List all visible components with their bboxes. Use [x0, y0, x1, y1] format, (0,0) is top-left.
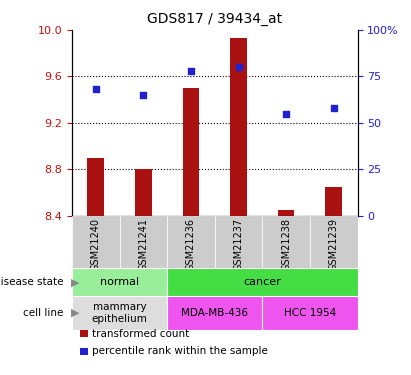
Bar	[182, 88, 199, 216]
FancyBboxPatch shape	[262, 296, 358, 330]
Text: cell line: cell line	[23, 308, 64, 318]
Text: mammary
epithelium: mammary epithelium	[92, 302, 148, 324]
Text: GSM21240: GSM21240	[91, 218, 101, 271]
FancyBboxPatch shape	[120, 216, 167, 268]
Text: GSM21236: GSM21236	[186, 218, 196, 271]
Bar	[135, 169, 152, 216]
Bar	[326, 187, 342, 216]
Bar	[230, 38, 247, 216]
Text: disease state: disease state	[0, 277, 64, 287]
Bar	[88, 158, 104, 216]
Point	[188, 68, 194, 74]
Text: transformed count: transformed count	[92, 329, 189, 339]
Point	[92, 86, 99, 92]
FancyBboxPatch shape	[167, 268, 358, 296]
FancyBboxPatch shape	[215, 216, 262, 268]
Point	[283, 111, 289, 117]
FancyBboxPatch shape	[72, 216, 120, 268]
Point	[330, 105, 337, 111]
FancyBboxPatch shape	[167, 216, 215, 268]
Text: GSM21241: GSM21241	[139, 218, 148, 271]
Text: normal: normal	[100, 277, 139, 287]
FancyBboxPatch shape	[72, 296, 167, 330]
Text: GSM21237: GSM21237	[233, 218, 244, 272]
FancyBboxPatch shape	[72, 268, 167, 296]
Text: MDA-MB-436: MDA-MB-436	[181, 308, 248, 318]
FancyBboxPatch shape	[167, 296, 262, 330]
Title: GDS817 / 39434_at: GDS817 / 39434_at	[147, 12, 282, 26]
Point	[235, 64, 242, 70]
Text: GSM21238: GSM21238	[281, 218, 291, 271]
FancyBboxPatch shape	[262, 216, 310, 268]
Text: ▶: ▶	[71, 277, 79, 287]
Text: cancer: cancer	[243, 277, 281, 287]
Point	[140, 92, 147, 98]
Text: ▶: ▶	[71, 308, 79, 318]
FancyBboxPatch shape	[310, 216, 358, 268]
Text: percentile rank within the sample: percentile rank within the sample	[92, 346, 268, 356]
Bar	[278, 210, 295, 216]
Text: HCC 1954: HCC 1954	[284, 308, 336, 318]
Text: GSM21239: GSM21239	[329, 218, 339, 271]
